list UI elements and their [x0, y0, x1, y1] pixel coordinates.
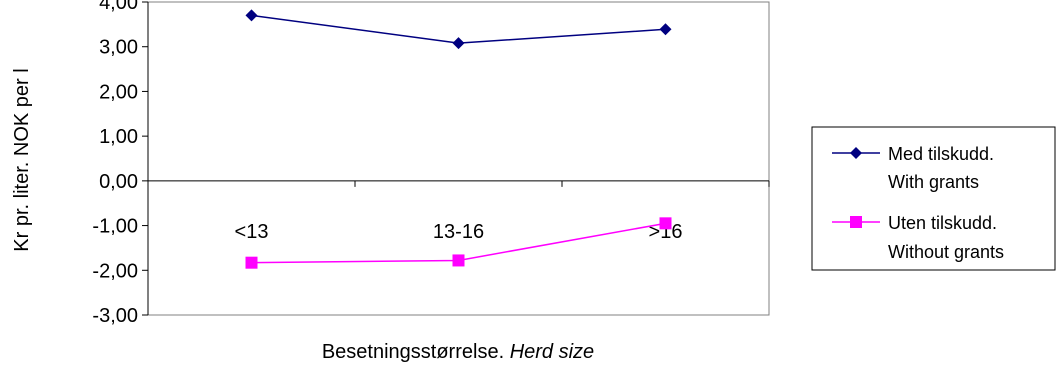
y-tick-label: 4,00	[99, 0, 138, 14]
x-axis-title-main: Besetningsstørrelse.	[322, 341, 504, 363]
legend-marker-med	[850, 147, 862, 159]
legend-label-med-line2: With grants	[888, 172, 979, 192]
legend-label-med-line1: Med tilskudd.	[888, 144, 994, 164]
y-tick-label: -2,00	[92, 260, 138, 282]
data-point-series-0	[452, 37, 465, 50]
y-axis-ticks: 4,00 3,00 2,00 1,00 0,00 -1,00 -2,00 -3,00	[92, 0, 148, 327]
x-axis-title: Besetningsstørrelse. Herd size	[322, 341, 594, 363]
legend-marker-uten	[850, 216, 862, 228]
y-tick-label: 3,00	[99, 37, 138, 59]
x-axis-tick-labels: <13 13-16 >16	[147, 180, 770, 243]
y-tick-label: 2,00	[99, 81, 138, 103]
legend-label-uten-line2: Without grants	[888, 242, 1004, 262]
x-tick-label: >16	[649, 221, 683, 243]
legend: Med tilskudd. With grants Uten tilskudd.…	[811, 126, 1056, 271]
data-point-series-1	[245, 256, 258, 269]
y-tick-label: -1,00	[92, 216, 138, 238]
data-point-series-0	[245, 9, 258, 22]
data-point-series-1	[659, 217, 672, 230]
data-point-series-0	[659, 23, 672, 36]
data-point-series-1	[452, 254, 465, 267]
y-tick-label: 0,00	[99, 171, 138, 193]
x-tick-label: <13	[235, 221, 269, 243]
y-tick-label: 1,00	[99, 126, 138, 148]
x-axis-title-italic: Herd size	[510, 341, 594, 363]
series-layer	[245, 9, 672, 269]
y-tick-label: -3,00	[92, 305, 138, 327]
y-axis-title: Kr pr. liter. NOK per l	[11, 68, 33, 251]
legend-label-uten-line1: Uten tilskudd.	[888, 213, 997, 233]
x-tick-label: 13-16	[433, 221, 484, 243]
